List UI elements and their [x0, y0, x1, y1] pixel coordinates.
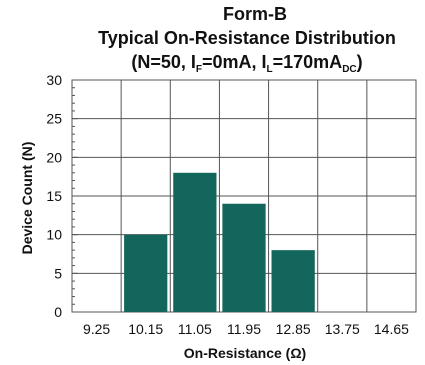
y-tick-label: 30 — [46, 72, 62, 88]
x-axis-label: On-Resistance (Ω) — [184, 345, 306, 361]
y-axis-label: Device Count (N) — [19, 142, 35, 255]
chart-title-line2: Typical On-Resistance Distribution — [98, 28, 396, 48]
title-sub-f: F — [196, 64, 202, 75]
x-tick-label: 9.25 — [83, 321, 110, 337]
title-part-mid2: =170mA — [273, 52, 343, 72]
chart-title-line1: Form-B — [223, 4, 287, 24]
title-sub-dc: DC — [342, 64, 356, 75]
title-part-mid: =0mA, I — [202, 52, 267, 72]
bar-10.15 — [124, 234, 168, 312]
title-part-open: (N=50, I — [131, 52, 196, 72]
bar-11.05 — [173, 172, 217, 312]
title-part-close: ) — [357, 52, 363, 72]
x-tick-label: 11.05 — [178, 321, 212, 337]
x-tick-label: 11.95 — [227, 321, 261, 337]
y-tick-label: 5 — [54, 265, 62, 281]
bar-12.85 — [271, 250, 315, 312]
y-tick-label: 15 — [46, 188, 62, 204]
x-tick-label: 12.85 — [276, 321, 311, 337]
x-tick-labels: 9.25 10.15 11.05 11.95 12.85 13.75 14.65 — [83, 321, 409, 337]
bars — [124, 172, 315, 312]
y-tick-label: 20 — [46, 149, 62, 165]
title-sub-l: L — [267, 64, 273, 75]
x-tick-label: 13.75 — [325, 321, 360, 337]
chart-title-line3: (N=50, IF=0mA, IL=170mADC) — [131, 52, 362, 75]
y-tick-labels: 0 5 10 15 20 25 30 — [46, 72, 62, 320]
y-tick-label: 10 — [46, 227, 62, 243]
y-tick-label: 25 — [46, 111, 62, 127]
y-tick-label: 0 — [54, 304, 62, 320]
x-tick-label: 10.15 — [128, 321, 163, 337]
x-tick-label: 14.65 — [374, 321, 409, 337]
bar-11.95 — [222, 203, 266, 312]
